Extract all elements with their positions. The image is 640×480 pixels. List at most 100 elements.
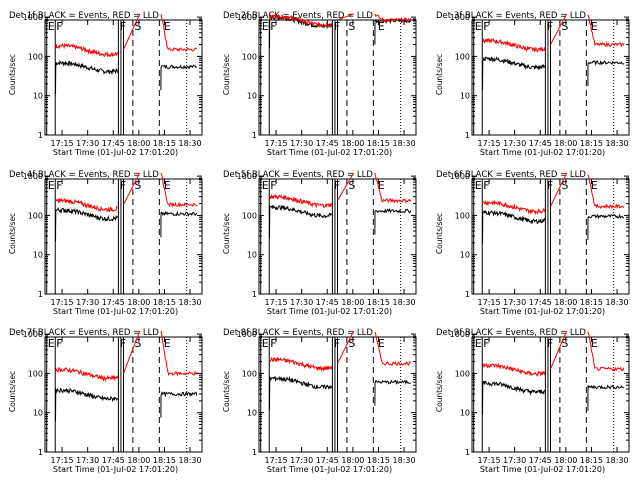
panel-det-9: Det 9f BLACK = Events, RED = LLD 1 10 100 10…: [435, 328, 630, 474]
x-tick-label: 18:00: [554, 139, 577, 148]
x-tick-label: 17:30: [76, 298, 99, 307]
series-lld-line: [55, 367, 119, 382]
marker-label: E: [378, 179, 385, 192]
y-tick-label: 1000: [23, 172, 43, 181]
series-events-tail: [587, 384, 625, 411]
marker-label: S: [561, 179, 568, 192]
series-lld-line: [269, 193, 333, 209]
marker-label: F: [120, 20, 126, 33]
marker-label: E: [591, 20, 598, 33]
marker-label: E: [262, 337, 269, 350]
series-events-line: [269, 375, 333, 410]
marker-label: E: [48, 179, 55, 192]
x-axis-label: Start Time (01-Jul-02 17:01:20): [267, 465, 392, 474]
series-lld-rise: [337, 13, 354, 21]
marker-label: E: [164, 20, 171, 33]
y-tick-label: 1000: [237, 172, 257, 181]
marker-label: F: [56, 20, 62, 33]
y-tick-label: 1000: [450, 13, 470, 22]
y-tick-label: 1: [252, 131, 257, 140]
panel-title: Det 4f BLACK = Events, RED = LLD: [9, 170, 159, 180]
x-tick-label: 17:30: [290, 456, 313, 465]
panel-title: Det 2f BLACK = Events, RED = LLD: [223, 11, 373, 21]
marker-label: E: [475, 337, 482, 350]
x-tick-label: 18:30: [606, 139, 629, 148]
x-tick-label: 18:30: [606, 456, 629, 465]
y-tick-label: 1: [465, 290, 470, 299]
series-lld-tail: [587, 174, 625, 210]
x-axis-label: Start Time (01-Jul-02 17:01:20): [53, 465, 178, 474]
series-events-tail: [374, 207, 412, 235]
marker-label: F: [483, 20, 489, 33]
x-tick-label: 18:30: [179, 456, 202, 465]
y-tick-label: 1000: [237, 13, 257, 22]
x-tick-label: 18:15: [367, 456, 390, 465]
x-tick-label: 17:45: [102, 456, 125, 465]
marker-label: S: [134, 337, 141, 350]
y-tick-label: 1000: [23, 13, 43, 22]
x-tick-label: 18:00: [127, 139, 150, 148]
marker-label: E: [262, 179, 269, 192]
x-tick-label: 17:30: [503, 139, 526, 148]
marker-label: E: [475, 20, 482, 33]
marker-label: F: [56, 337, 62, 350]
marker-label: E: [48, 20, 55, 33]
marker-label: S: [561, 337, 568, 350]
series-events-line: [269, 204, 333, 239]
series-lld-rise: [123, 13, 141, 50]
x-axis-label: Start Time (01-Jul-02 17:01:20): [480, 307, 605, 316]
marker-label: F: [120, 179, 126, 192]
y-tick-label: 10: [247, 92, 257, 101]
y-tick-label: 1000: [23, 330, 43, 339]
panel-det-8: Det 8f BLACK = Events, RED = LLD 1 10 100 10…: [222, 328, 417, 474]
series-lld-line: [269, 356, 333, 372]
x-tick-label: 18:15: [580, 298, 603, 307]
x-tick-label: 17:15: [478, 139, 501, 148]
y-tick-label: 100: [242, 52, 257, 61]
panel-det-2: Det 2f BLACK = Events, RED = LLD 1 10 100 10…: [222, 11, 417, 157]
series-events-tail: [374, 379, 412, 406]
x-tick-label: 17:15: [265, 139, 288, 148]
series-lld-tail: [374, 13, 412, 23]
series-lld-tail: [587, 14, 625, 48]
y-tick-label: 1: [465, 448, 470, 457]
x-tick-label: 17:45: [316, 139, 339, 148]
x-tick-label: 18:30: [606, 298, 629, 307]
x-tick-label: 18:30: [393, 456, 416, 465]
marker-label: F: [120, 337, 126, 350]
marker-label: F: [270, 20, 276, 33]
series-lld-tail: [160, 13, 198, 52]
x-tick-label: 17:45: [316, 298, 339, 307]
series-lld-rise: [550, 172, 568, 207]
series-lld-tail: [160, 172, 198, 208]
y-tick-label: 10: [33, 251, 43, 260]
panel-title: Det 5f BLACK = Events, RED = LLD: [223, 170, 373, 180]
y-tick-label: 100: [455, 369, 470, 378]
x-tick-label: 17:30: [503, 456, 526, 465]
x-tick-label: 17:45: [529, 298, 552, 307]
x-tick-label: 18:00: [554, 298, 577, 307]
series-events-line: [55, 59, 119, 95]
x-tick-label: 17:30: [76, 139, 99, 148]
marker-label: F: [483, 179, 489, 192]
series-lld-rise: [337, 330, 355, 364]
x-tick-label: 17:15: [51, 139, 74, 148]
y-tick-label: 100: [455, 211, 470, 220]
x-axis-label: Start Time (01-Jul-02 17:01:20): [480, 465, 605, 474]
x-tick-label: 17:15: [51, 456, 74, 465]
x-tick-label: 17:15: [478, 456, 501, 465]
x-axis-label: Start Time (01-Jul-02 17:01:20): [53, 307, 178, 316]
series-events-line: [482, 380, 546, 415]
y-axis-label: Counts/sec: [222, 213, 231, 254]
panel-title: Det 7f BLACK = Events, RED = LLD: [9, 328, 159, 338]
y-axis-label: Counts/sec: [222, 54, 231, 95]
x-tick-label: 18:30: [393, 139, 416, 148]
x-axis-label: Start Time (01-Jul-02 17:01:20): [267, 307, 392, 316]
series-lld-rise: [123, 172, 141, 205]
marker-label: F: [547, 337, 553, 350]
series-lld-line: [269, 13, 333, 29]
marker-label: F: [270, 179, 276, 192]
marker-label: S: [348, 337, 355, 350]
panel-title: Det 1f BLACK = Events, RED = LLD: [9, 11, 159, 21]
x-tick-label: 17:45: [102, 139, 125, 148]
